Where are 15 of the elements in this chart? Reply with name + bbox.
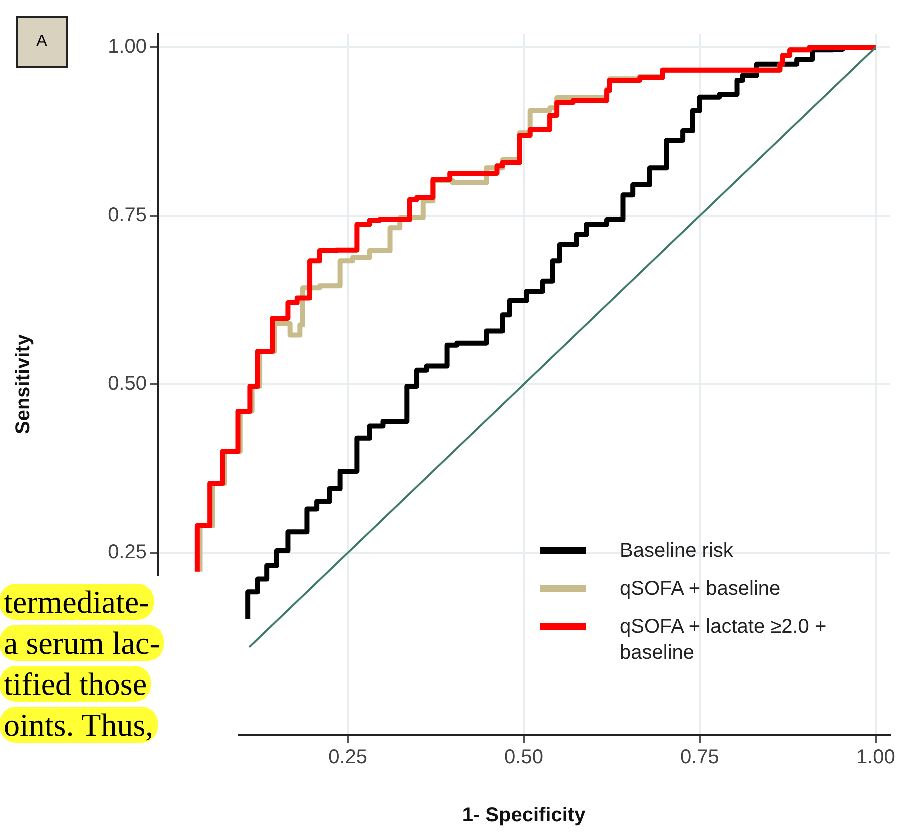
x-tick-label: 1.00 — [856, 746, 896, 769]
legend-label: Baseline risk — [620, 539, 734, 564]
legend-label: qSOFA + baseline — [620, 577, 782, 602]
y-axis-title: Sensitivity — [12, 334, 35, 435]
y-tick-label: 0.50 — [108, 373, 147, 396]
y-tick-label: 0.25 — [108, 542, 147, 564]
legend-label: qSOFA + lactate ≥2.0 + baseline — [620, 615, 828, 666]
y-tick-label: 1.00 — [108, 36, 147, 58]
y-tick-label: 0.75 — [108, 204, 147, 227]
x-axis-title: 1- Specificity — [462, 804, 587, 827]
x-tick-label: 0.50 — [504, 746, 544, 769]
annotation: a serum lac- — [0, 625, 164, 661]
text: A — [16, 16, 68, 68]
x-tick-label: 0.75 — [680, 746, 720, 769]
x-tick-label: 0.25 — [328, 746, 368, 769]
